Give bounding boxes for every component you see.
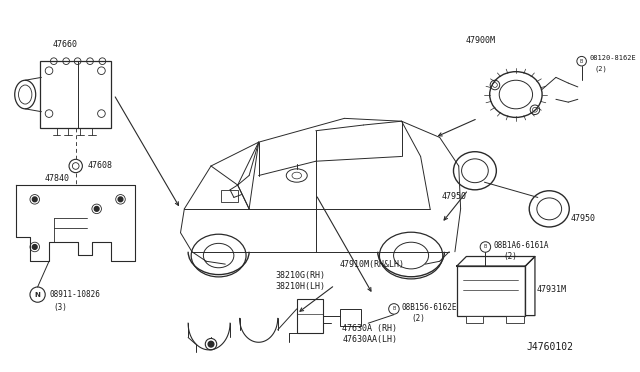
Text: B: B (580, 59, 583, 64)
Text: 47900M: 47900M (465, 36, 495, 45)
Text: (3): (3) (54, 302, 68, 311)
Text: 47608: 47608 (87, 161, 112, 170)
Text: 08B156-6162E: 08B156-6162E (401, 302, 457, 311)
Text: B: B (392, 307, 396, 311)
Bar (467, 315, 483, 323)
Circle shape (33, 197, 37, 202)
Text: B: B (484, 244, 487, 250)
Text: 47630A (RH): 47630A (RH) (342, 324, 397, 333)
Bar (40, 61, 111, 128)
Text: J4760102: J4760102 (526, 342, 573, 352)
Bar (297, 299, 323, 333)
Bar (506, 315, 524, 323)
Circle shape (33, 245, 37, 249)
Circle shape (118, 197, 123, 202)
Bar (221, 190, 237, 202)
Bar (457, 266, 525, 315)
Text: 08911-10826: 08911-10826 (49, 290, 100, 299)
Text: 38210G(RH): 38210G(RH) (276, 271, 326, 280)
Text: (2): (2) (594, 65, 607, 72)
Text: 47660: 47660 (52, 40, 77, 49)
Text: 08120-8162E: 08120-8162E (589, 55, 636, 61)
Text: N: N (35, 292, 40, 298)
Text: 47931M: 47931M (537, 285, 567, 294)
Circle shape (208, 341, 214, 347)
Text: (2): (2) (504, 252, 517, 261)
Text: 47630AA(LH): 47630AA(LH) (342, 335, 397, 344)
Text: 47910M(RH&LH): 47910M(RH&LH) (340, 260, 404, 269)
Text: 38210H(LH): 38210H(LH) (276, 282, 326, 291)
Text: (2): (2) (411, 314, 425, 323)
Text: 08B1A6-6161A: 08B1A6-6161A (494, 241, 550, 250)
Circle shape (94, 206, 99, 211)
Text: 47950: 47950 (570, 214, 595, 223)
Text: 47840: 47840 (44, 174, 69, 183)
Text: 47950: 47950 (442, 192, 467, 201)
Bar (340, 309, 360, 326)
